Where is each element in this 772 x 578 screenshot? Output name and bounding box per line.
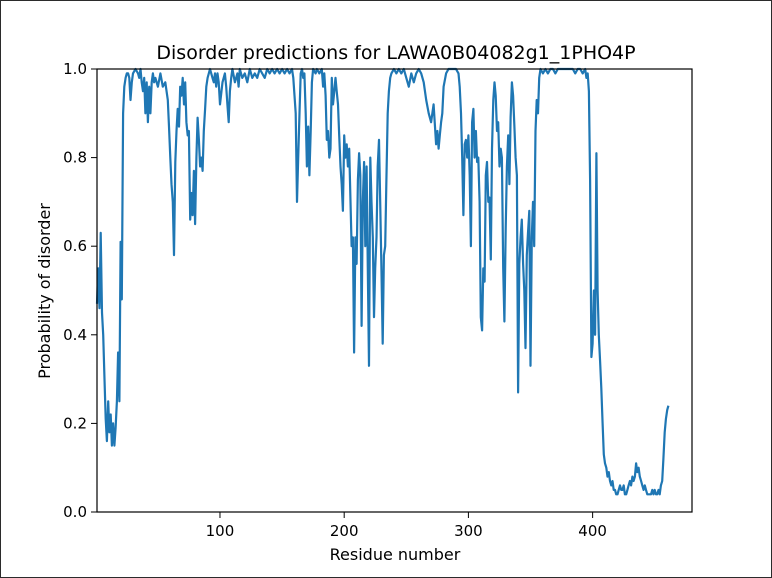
y-tick-label: 0.6 (63, 237, 87, 255)
x-tick-label: 300 (454, 522, 483, 540)
x-tick-label: 100 (206, 522, 235, 540)
axes-frame (96, 68, 693, 513)
y-tick-label: 0.8 (63, 149, 87, 167)
series-line-1 (95, 67, 670, 496)
x-axis-label: Residue number (330, 545, 461, 564)
y-tick-label: 0.4 (63, 326, 87, 344)
y-axis-label: Probability of disorder (35, 203, 54, 379)
y-tick-label: 0.0 (63, 503, 87, 521)
x-axis: 100 200 300 400 (206, 512, 607, 540)
y-tick-label: 0.2 (63, 414, 87, 432)
plot-area (95, 67, 670, 496)
y-axis: 0.0 0.2 0.4 0.6 0.8 1.0 (63, 60, 97, 521)
x-tick-label: 400 (578, 522, 607, 540)
y-tick-label: 1.0 (63, 60, 87, 78)
chart-title: Disorder predictions for LAWA0B04082g1_1… (156, 42, 635, 64)
x-tick-label: 200 (330, 522, 359, 540)
